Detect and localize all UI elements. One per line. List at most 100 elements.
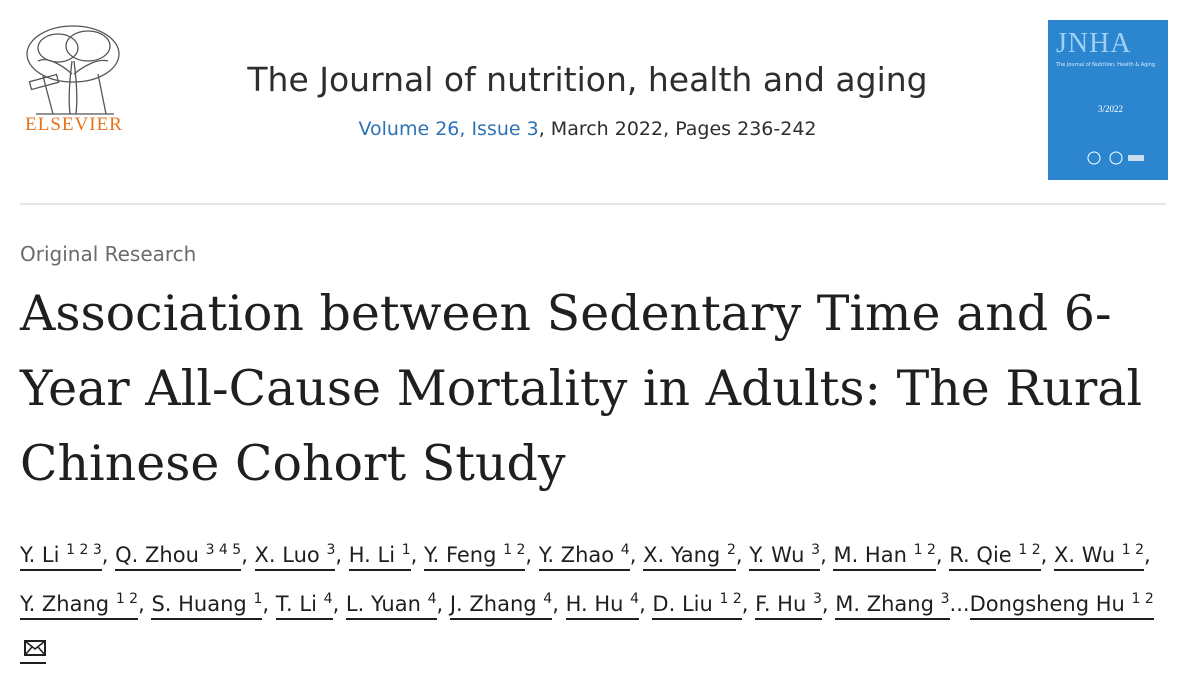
author-affiliation: 4	[427, 591, 437, 607]
envelope	[24, 640, 46, 656]
author-separator: ,	[101, 543, 116, 567]
issue-line: Volume 26, Issue 3, March 2022, Pages 23…	[150, 118, 1025, 140]
journal-title[interactable]: The Journal of nutrition, health and agi…	[247, 60, 928, 99]
article-type: Original Research	[20, 242, 197, 266]
author-name[interactable]: M. Zhang 3	[835, 591, 950, 620]
journal-cover[interactable]: JNHA The Journal of Nutrition, Health & …	[1048, 20, 1168, 180]
author-name[interactable]: Q. Zhou 3 4 5	[115, 542, 242, 571]
author-separator: ,	[741, 592, 756, 616]
author-affiliation: 1	[253, 591, 263, 607]
author-separator: ,	[525, 543, 539, 567]
author-name[interactable]: Y. Zhang 1 2	[20, 591, 139, 620]
author-affiliation: 3 4 5	[205, 542, 242, 558]
author-name[interactable]: Y. Li 1 2 3	[20, 542, 102, 571]
author-text: T. Li	[275, 592, 317, 616]
author-text: Y. Wu	[749, 543, 805, 567]
author-text: X. Yang	[643, 543, 721, 567]
author-affiliation: 3	[811, 542, 821, 558]
author-affiliation: 4	[323, 591, 333, 607]
author-separator: ,	[629, 543, 644, 567]
author-name[interactable]: S. Huang 1	[151, 591, 263, 620]
author-name[interactable]: H. Hu 4	[565, 591, 640, 620]
author-name[interactable]: M. Han 1 2	[833, 542, 936, 571]
author-affiliation: 1 2	[115, 591, 139, 607]
author-text: L. Yuan	[345, 592, 421, 616]
author-name[interactable]: F. Hu 3	[755, 591, 822, 620]
author-affiliation: 3	[812, 591, 822, 607]
author-text: Dongsheng Hu	[969, 592, 1125, 616]
author-text: D. Liu	[652, 592, 713, 616]
author-separator: ,	[821, 592, 836, 616]
author-affiliation: 1 2	[503, 542, 526, 558]
author-name[interactable]: Y. Zhao 4	[538, 542, 630, 571]
author-affiliation: 1 2	[1018, 542, 1041, 558]
author-text: Q. Zhou	[115, 543, 199, 567]
author-affiliation: 4	[620, 542, 630, 558]
author-separator: ,	[410, 543, 425, 567]
author-separator: ,	[332, 592, 346, 616]
cover-emblem	[1087, 151, 1144, 165]
author-separator: ,	[1040, 543, 1055, 567]
author-text: Y. Zhao	[538, 543, 615, 567]
author-text: J. Zhang	[449, 592, 537, 616]
author-affiliation: 2	[726, 542, 736, 558]
author-text: F. Hu	[755, 592, 807, 616]
author-affiliation: 1 2	[1121, 542, 1145, 558]
cover-acronym: JNHA	[1056, 28, 1132, 59]
author-name[interactable]: J. Zhang 4	[449, 591, 553, 620]
author-text: X. Wu	[1054, 543, 1116, 567]
author-name[interactable]: X. Luo 3	[254, 542, 336, 571]
author-separator: ,	[820, 543, 834, 567]
author-name[interactable]: D. Liu 1 2	[652, 591, 742, 620]
author-affiliation: 1	[401, 542, 411, 558]
author-text: Y. Feng	[424, 543, 497, 567]
author-separator: ,	[1144, 543, 1151, 567]
author-text: Y. Zhang	[20, 592, 110, 616]
author-separator: ,	[262, 592, 276, 616]
author-text: R. Qie	[949, 543, 1012, 567]
divider	[20, 203, 1166, 205]
author-name[interactable]: X. Yang 2	[643, 542, 736, 571]
author-affiliation: 1 2	[913, 542, 936, 558]
author-name[interactable]: T. Li 4	[275, 591, 333, 620]
author-name[interactable]: X. Wu 1 2	[1054, 542, 1145, 571]
author-text: Y. Li	[20, 543, 60, 567]
author-affiliation: 3	[940, 591, 950, 607]
author-affiliation: 3	[326, 542, 336, 558]
author-text: H. Li	[348, 543, 396, 567]
author-text: M. Han	[833, 543, 907, 567]
author-affiliation: 1 2	[719, 591, 742, 607]
author-separator: ,	[335, 543, 349, 567]
author-separator: ,	[436, 592, 450, 616]
author-list: Y. Li 1 2 3, Q. Zhou 3 4 5, X. Luo 3, H.…	[20, 528, 1170, 670]
author-affiliation: 4	[630, 591, 640, 607]
author-ellipsis: ...	[949, 592, 970, 616]
publisher-logo	[26, 25, 120, 115]
author-separator: ,	[735, 543, 750, 567]
volume-link[interactable]: Volume 26, Issue 3	[358, 118, 539, 140]
author-affiliation: 1 2	[1131, 591, 1154, 607]
author-separator: ,	[241, 543, 255, 567]
author-text: X. Luo	[254, 543, 320, 567]
author-name[interactable]: Y. Feng 1 2	[424, 542, 526, 571]
author-name[interactable]: H. Li 1	[348, 542, 411, 571]
author-affiliation: 1 2 3	[66, 542, 102, 558]
author-separator: ,	[935, 543, 950, 567]
publisher-name: ELSEVIER	[25, 114, 123, 135]
issue-info: , March 2022, Pages 236-242	[538, 118, 817, 140]
author-text: M. Zhang	[835, 592, 934, 616]
cover-issue: 3/2022	[1098, 104, 1124, 114]
author-name[interactable]: L. Yuan 4	[345, 591, 437, 620]
author-name[interactable]: Dongsheng Hu 1 2	[20, 591, 1154, 664]
author-name[interactable]: Y. Wu 3	[749, 542, 821, 571]
article-title: Association between Sedentary Time and 6…	[20, 285, 1143, 492]
author-separator: ,	[138, 592, 152, 616]
email-icon[interactable]	[24, 640, 46, 656]
envelope-flap	[24, 640, 46, 656]
author-separator: ,	[552, 592, 566, 616]
cover-subtitle: The Journal of Nutrition, Health & Aging	[1056, 62, 1156, 68]
author-separator: ,	[639, 592, 653, 616]
author-text: S. Huang	[151, 592, 247, 616]
author-name[interactable]: R. Qie 1 2	[949, 542, 1041, 571]
